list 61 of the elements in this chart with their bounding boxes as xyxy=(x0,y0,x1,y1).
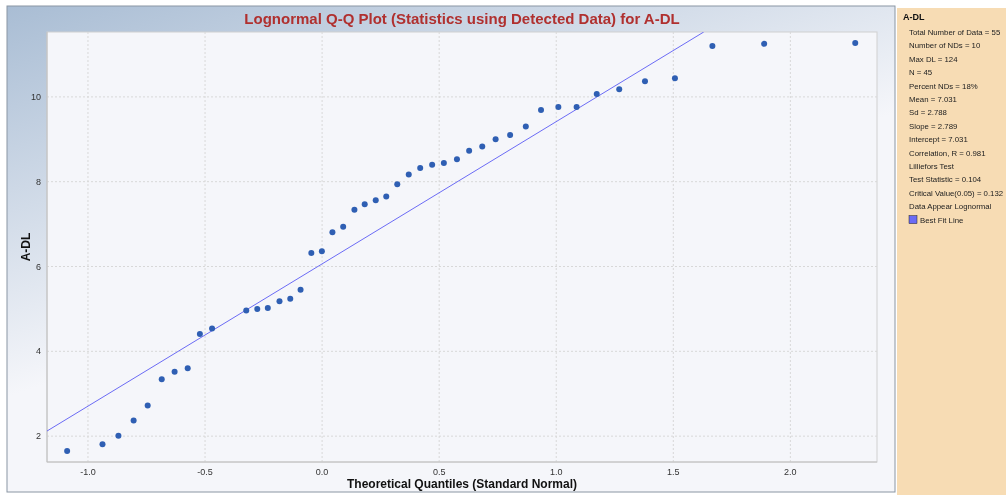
point xyxy=(297,286,304,293)
y-axis-title: A-DL xyxy=(19,232,33,262)
point xyxy=(276,298,283,305)
legend-title: A-DL xyxy=(903,12,925,22)
point xyxy=(507,132,514,139)
point xyxy=(254,305,261,312)
point xyxy=(429,161,436,168)
point xyxy=(641,78,648,85)
point xyxy=(466,147,473,154)
point xyxy=(144,402,151,409)
y-tick-label: 4 xyxy=(35,346,41,357)
point xyxy=(130,417,137,424)
point xyxy=(709,42,716,49)
x-tick-label: 1.5 xyxy=(667,467,680,477)
y-tick-label: 2 xyxy=(35,431,41,442)
point xyxy=(264,305,271,312)
point xyxy=(852,40,859,47)
x-tick-label: 2.0 xyxy=(784,467,797,477)
point xyxy=(522,123,529,130)
point xyxy=(440,160,447,167)
x-tick-label: 0.0 xyxy=(315,467,329,477)
y-tick-label: 10 xyxy=(30,91,41,102)
point xyxy=(171,368,178,375)
point xyxy=(555,104,562,111)
point xyxy=(671,75,678,82)
point xyxy=(593,90,600,97)
point xyxy=(287,295,294,302)
point xyxy=(351,206,358,213)
point xyxy=(573,104,580,111)
point xyxy=(115,432,122,439)
point xyxy=(318,248,325,255)
x-axis-title: Theoretical Quantiles (Standard Normal) xyxy=(346,477,578,491)
x-tick-label: 1.0 xyxy=(549,467,563,477)
point xyxy=(417,165,424,172)
point xyxy=(394,181,401,188)
point xyxy=(184,365,191,372)
point xyxy=(479,143,486,150)
point xyxy=(243,307,250,314)
point xyxy=(538,107,545,114)
chart-title: Lognormal Q-Q Plot (Statistics using Detected Data) for A-DL xyxy=(244,10,680,27)
point xyxy=(616,86,623,93)
point xyxy=(372,197,379,204)
point xyxy=(158,376,165,383)
y-tick-label: 6 xyxy=(35,261,41,272)
point xyxy=(209,325,216,332)
point xyxy=(64,447,71,454)
x-tick-label: 0.5 xyxy=(432,467,446,477)
point xyxy=(329,229,336,236)
point xyxy=(405,171,412,178)
point xyxy=(308,249,315,256)
x-tick-label: -1.0 xyxy=(80,467,96,477)
y-tick-label: 8 xyxy=(35,176,41,187)
point xyxy=(761,40,768,47)
point xyxy=(453,156,460,163)
point xyxy=(196,330,203,337)
point xyxy=(383,193,390,200)
x-tick-label: -0.5 xyxy=(197,467,213,477)
point xyxy=(340,223,347,230)
point xyxy=(361,201,368,208)
point xyxy=(99,441,106,448)
point xyxy=(492,136,499,143)
